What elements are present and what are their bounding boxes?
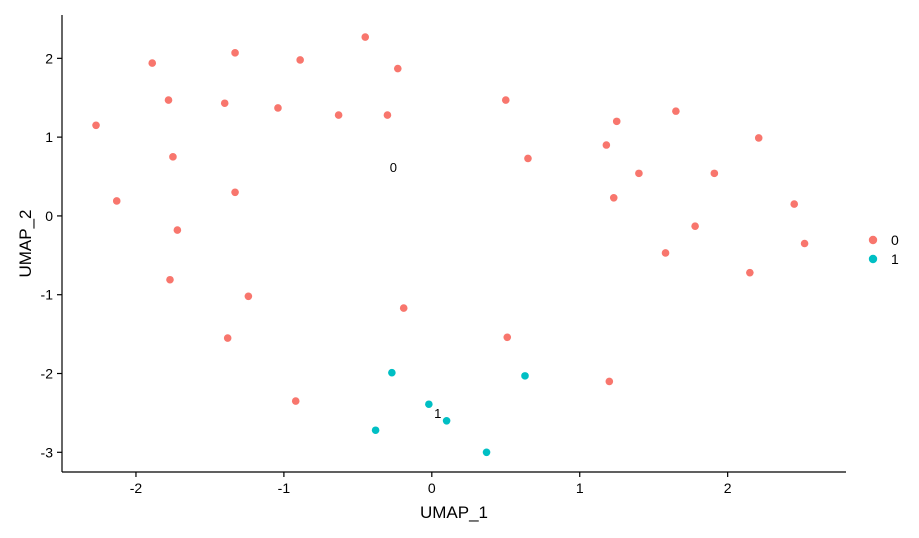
point-cluster-0	[710, 169, 719, 178]
point-cluster-0	[393, 64, 402, 73]
point-cluster-0	[609, 194, 618, 202]
point-cluster-0	[148, 59, 157, 67]
point-cluster-0	[164, 96, 173, 104]
point-cluster-0	[602, 141, 611, 149]
legend: 01	[868, 232, 899, 267]
point-cluster-1	[442, 416, 451, 425]
x-tick-label: 1	[576, 480, 584, 496]
point-cluster-0	[296, 56, 304, 64]
y-tick-label: -3	[41, 444, 54, 460]
y-tick-label: 0	[45, 208, 53, 224]
point-cluster-0	[112, 197, 121, 205]
point-cluster-0	[383, 111, 392, 119]
point-cluster-0	[635, 169, 643, 178]
point-cluster-0	[274, 104, 282, 112]
x-tick-label: -2	[130, 480, 143, 496]
cluster-label-1: 1	[434, 406, 441, 421]
point-cluster-0	[612, 117, 621, 126]
point-cluster-0	[503, 333, 512, 342]
data-points	[92, 33, 809, 457]
x-tick-label: -1	[278, 480, 291, 496]
legend-key-0	[868, 235, 878, 245]
point-cluster-0	[231, 49, 239, 57]
point-cluster-1	[388, 368, 396, 377]
y-axis-title: UMAP_2	[16, 209, 35, 277]
point-cluster-0	[790, 200, 799, 208]
point-cluster-1	[521, 372, 529, 380]
point-cluster-0	[169, 153, 177, 161]
point-cluster-0	[605, 377, 614, 386]
point-cluster-0	[746, 268, 754, 277]
point-cluster-0	[691, 222, 699, 230]
point-cluster-1	[425, 400, 433, 409]
point-cluster-0	[244, 292, 253, 301]
point-cluster-0	[220, 99, 229, 108]
point-cluster-0	[501, 96, 510, 104]
point-cluster-0	[661, 249, 670, 257]
x-axis-title: UMAP_1	[420, 503, 488, 522]
point-cluster-0	[291, 397, 300, 405]
point-cluster-0	[166, 275, 174, 284]
point-cluster-0	[800, 239, 809, 248]
point-cluster-1	[482, 448, 491, 457]
y-tick-label: 2	[45, 50, 53, 66]
point-cluster-0	[223, 334, 232, 342]
point-cluster-0	[672, 107, 680, 115]
legend-label-1: 1	[891, 251, 899, 267]
y-tick-label: 1	[45, 129, 53, 145]
point-cluster-0	[754, 134, 763, 142]
x-tick-label: 2	[724, 480, 732, 496]
point-cluster-0	[231, 188, 239, 197]
y-tick-label: -1	[41, 287, 54, 303]
point-cluster-0	[92, 121, 100, 130]
legend-key-1	[868, 254, 878, 264]
y-tick-label: -2	[41, 366, 54, 382]
point-cluster-0	[173, 226, 182, 234]
point-cluster-0	[399, 304, 408, 312]
cluster-annotations: 01	[390, 160, 442, 421]
point-cluster-0	[524, 154, 532, 163]
x-axis-ticks: -2 -1 0 1 2	[130, 472, 732, 496]
point-cluster-1	[371, 426, 380, 435]
point-cluster-0	[361, 33, 370, 41]
legend-label-0: 0	[891, 232, 899, 248]
point-cluster-0	[334, 111, 343, 119]
cluster-label-0: 0	[390, 160, 397, 175]
y-axis-ticks: -3 -2 -1 0 1 2	[41, 50, 62, 460]
x-tick-label: 0	[428, 480, 436, 496]
